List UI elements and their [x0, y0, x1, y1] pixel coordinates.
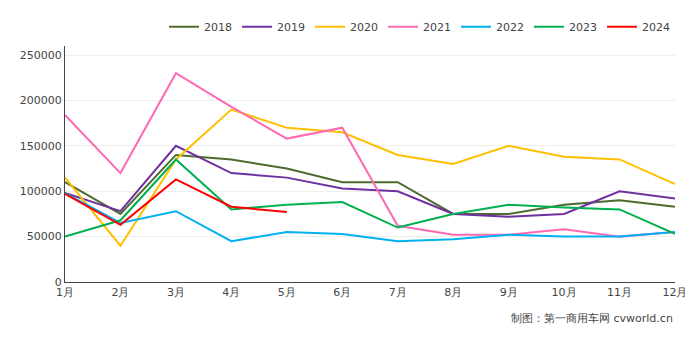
- svg-text:2月: 2月: [111, 286, 129, 299]
- svg-text:100000: 100000: [20, 185, 62, 198]
- svg-text:10月: 10月: [552, 286, 577, 299]
- svg-text:2022: 2022: [496, 21, 524, 34]
- svg-text:150000: 150000: [20, 140, 62, 153]
- svg-text:12月: 12月: [663, 286, 688, 299]
- svg-text:3月: 3月: [167, 286, 185, 299]
- svg-text:9月: 9月: [500, 286, 518, 299]
- svg-text:2021: 2021: [423, 21, 451, 34]
- svg-text:0: 0: [55, 276, 62, 289]
- svg-text:6月: 6月: [333, 286, 351, 299]
- svg-text:5月: 5月: [278, 286, 296, 299]
- svg-text:2020: 2020: [350, 21, 378, 34]
- svg-text:11月: 11月: [607, 286, 632, 299]
- svg-text:制图：第一商用车网 cvworld.cn: 制图：第一商用车网 cvworld.cn: [511, 312, 673, 325]
- svg-text:200000: 200000: [20, 94, 62, 107]
- svg-text:250000: 250000: [20, 49, 62, 62]
- svg-text:4月: 4月: [222, 286, 240, 299]
- svg-text:2019: 2019: [277, 21, 305, 34]
- svg-text:2023: 2023: [569, 21, 597, 34]
- svg-text:7月: 7月: [389, 286, 407, 299]
- svg-text:8月: 8月: [444, 286, 462, 299]
- svg-text:50000: 50000: [27, 230, 62, 243]
- svg-text:2024: 2024: [642, 21, 670, 34]
- svg-text:2018: 2018: [204, 21, 232, 34]
- svg-text:1月: 1月: [56, 286, 74, 299]
